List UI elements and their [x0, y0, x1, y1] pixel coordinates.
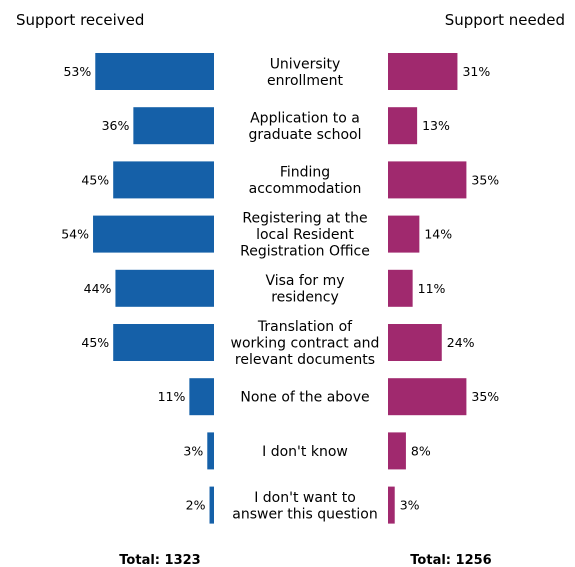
needed-value-label: 24% [447, 335, 475, 350]
needed-bar [388, 107, 418, 145]
right-total: Total: 1256 [410, 553, 491, 567]
category-label: None of the above [240, 390, 369, 406]
needed-bar [388, 269, 413, 307]
needed-bar [388, 324, 442, 361]
received-value-label: 2% [186, 498, 206, 513]
received-value-label: 11% [158, 389, 186, 404]
needed-bar [388, 432, 406, 470]
category-label: I don't know [262, 444, 348, 460]
needed-bar [388, 161, 467, 199]
category-label: Registering at the [242, 211, 367, 227]
category-label: answer this question [232, 506, 378, 522]
received-value-label: 45% [81, 335, 109, 350]
category-label: Application to a [250, 110, 360, 126]
received-bar [189, 378, 214, 416]
received-bar [113, 324, 214, 361]
needed-bar [388, 215, 420, 253]
left-total: Total: 1323 [119, 553, 200, 567]
category-label: Translation of [257, 319, 353, 335]
received-bar [207, 432, 214, 470]
category-label: local Resident [256, 227, 354, 243]
needed-value-label: 35% [471, 172, 499, 187]
right-panel-title: Support needed [445, 11, 565, 29]
received-bar [95, 53, 214, 90]
received-value-label: 54% [61, 227, 89, 242]
left-panel-title: Support received [16, 11, 144, 29]
category-label: enrollment [267, 73, 343, 89]
category-label: graduate school [249, 127, 362, 143]
category-label: residency [271, 290, 339, 306]
needed-value-label: 11% [418, 281, 446, 296]
received-bar [93, 215, 214, 253]
category-label: relevant documents [235, 352, 375, 368]
category-label: working contract and [231, 336, 380, 352]
needed-value-label: 3% [400, 498, 420, 513]
category-label: Finding [280, 165, 330, 181]
needed-value-label: 35% [471, 389, 499, 404]
needed-value-label: 31% [462, 64, 490, 79]
needed-bar [388, 53, 458, 90]
needed-bar [388, 378, 467, 416]
received-value-label: 45% [81, 172, 109, 187]
needed-value-label: 14% [424, 227, 452, 242]
category-label: Registration Office [240, 244, 370, 260]
category-label: I don't want to [254, 490, 356, 506]
category-label: accommodation [249, 181, 362, 197]
received-value-label: 44% [84, 281, 112, 296]
received-value-label: 53% [63, 64, 91, 79]
needed-value-label: 13% [422, 118, 450, 133]
category-label: University [270, 56, 341, 72]
received-bar [115, 269, 214, 307]
needed-value-label: 8% [411, 443, 431, 458]
received-value-label: 3% [183, 443, 203, 458]
needed-bar [388, 486, 395, 524]
received-bar [209, 486, 214, 524]
received-value-label: 36% [102, 118, 130, 133]
received-bar [133, 107, 214, 145]
category-label: Visa for my [265, 273, 344, 289]
received-bar [113, 161, 214, 199]
